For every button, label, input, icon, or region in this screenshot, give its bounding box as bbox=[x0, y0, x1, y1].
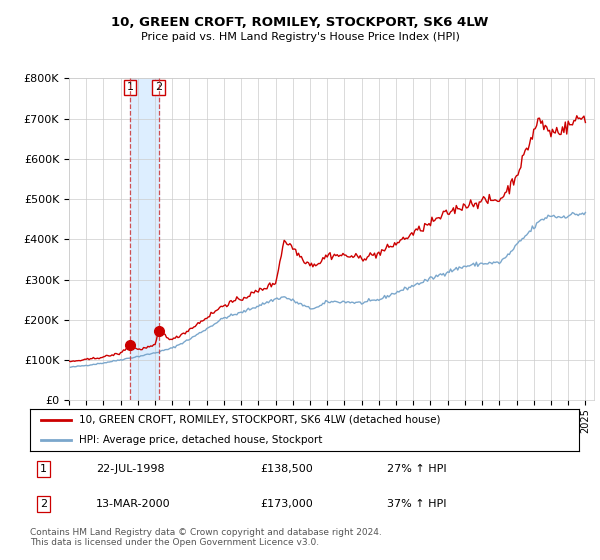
Text: HPI: Average price, detached house, Stockport: HPI: Average price, detached house, Stoc… bbox=[79, 435, 323, 445]
Text: 2: 2 bbox=[40, 499, 47, 509]
Text: 2: 2 bbox=[155, 82, 162, 92]
Text: 10, GREEN CROFT, ROMILEY, STOCKPORT, SK6 4LW: 10, GREEN CROFT, ROMILEY, STOCKPORT, SK6… bbox=[112, 16, 488, 29]
Text: 1: 1 bbox=[40, 464, 47, 474]
Bar bbox=[130, 78, 158, 400]
Text: 27% ↑ HPI: 27% ↑ HPI bbox=[387, 464, 446, 474]
Text: Price paid vs. HM Land Registry's House Price Index (HPI): Price paid vs. HM Land Registry's House … bbox=[140, 32, 460, 43]
Text: 37% ↑ HPI: 37% ↑ HPI bbox=[387, 499, 446, 509]
Text: 22-JUL-1998: 22-JUL-1998 bbox=[96, 464, 164, 474]
Text: £138,500: £138,500 bbox=[260, 464, 313, 474]
Text: 10, GREEN CROFT, ROMILEY, STOCKPORT, SK6 4LW (detached house): 10, GREEN CROFT, ROMILEY, STOCKPORT, SK6… bbox=[79, 415, 441, 424]
Text: 1: 1 bbox=[127, 82, 134, 92]
Text: 13-MAR-2000: 13-MAR-2000 bbox=[96, 499, 170, 509]
Text: £173,000: £173,000 bbox=[260, 499, 313, 509]
Text: Contains HM Land Registry data © Crown copyright and database right 2024.
This d: Contains HM Land Registry data © Crown c… bbox=[30, 528, 382, 547]
